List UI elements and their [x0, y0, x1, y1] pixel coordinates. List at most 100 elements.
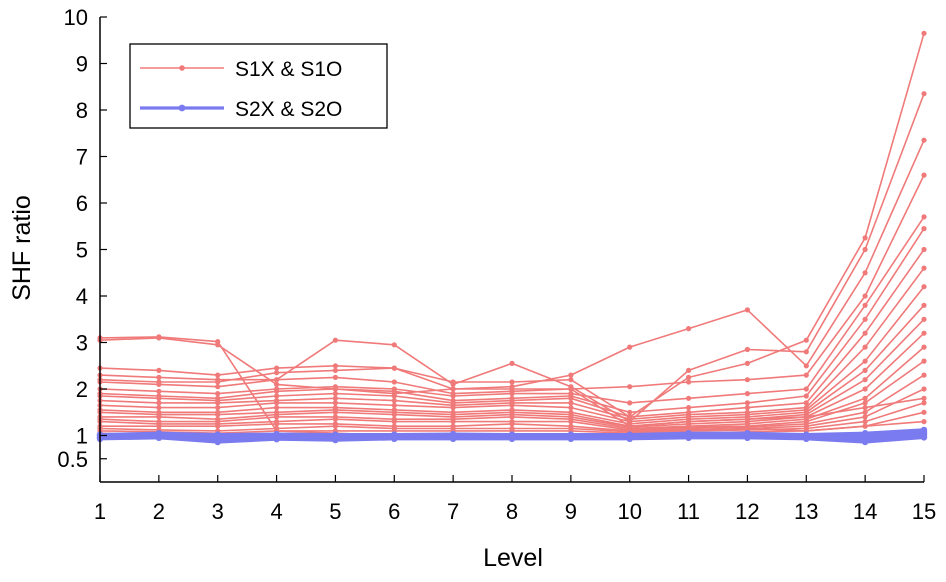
y-tick-label: 10: [64, 5, 88, 30]
data-point: [391, 342, 397, 348]
data-point: [921, 265, 927, 271]
data-point: [862, 367, 868, 373]
data-point: [332, 416, 338, 422]
data-point: [156, 388, 162, 394]
data-point: [803, 363, 809, 369]
data-point: [921, 409, 927, 415]
data-point: [803, 435, 810, 442]
data-point: [862, 246, 868, 253]
data-point: [627, 384, 633, 390]
data-point: [862, 235, 868, 241]
data-point: [332, 400, 338, 406]
data-point: [332, 395, 338, 401]
x-tick-label: 13: [794, 499, 818, 524]
legend: S1X & S1O S2X & S2O: [129, 43, 388, 129]
legend-label-1: S1X & S1O: [235, 58, 342, 81]
data-point: [862, 270, 868, 276]
data-point: [156, 400, 162, 406]
data-point: [744, 346, 751, 353]
data-point: [391, 388, 397, 394]
data-point: [686, 374, 692, 380]
data-point: [391, 419, 397, 425]
data-point: [862, 344, 868, 350]
y-tick-label: 5: [76, 238, 88, 263]
data-point: [921, 246, 927, 253]
data-point: [332, 363, 338, 369]
data-point: [921, 284, 927, 290]
data-point: [862, 358, 868, 364]
data-point: [744, 400, 751, 406]
data-point: [921, 344, 927, 350]
data-point: [509, 421, 515, 427]
data-point: [921, 214, 927, 220]
data-point: [450, 393, 456, 399]
x-axis: 1 2 3 4 5 6 7 8 9 10 11 12 13 14 15: [94, 475, 936, 524]
data-point: [274, 381, 280, 387]
data-point: [921, 372, 927, 378]
y-tick-label: 0.5: [57, 447, 88, 472]
data-point: [921, 172, 927, 178]
y-tick-label: 4: [76, 284, 88, 309]
series-line-1-4: [99, 93, 925, 423]
data-point: [509, 402, 515, 408]
x-tick-label: 3: [212, 499, 224, 524]
data-point: [862, 302, 868, 308]
data-point: [744, 360, 751, 366]
data-point: [156, 395, 162, 401]
y-tick-label: 9: [76, 52, 88, 77]
data-point: [391, 435, 398, 442]
data-point: [156, 414, 162, 420]
data-point: [568, 405, 574, 411]
data-point: [155, 434, 163, 441]
data-point: [921, 400, 927, 406]
data-point: [449, 435, 457, 442]
data-point: [332, 409, 338, 415]
data-point: [450, 419, 456, 425]
data-point: [921, 302, 927, 308]
y-axis-title: SHF ratio: [8, 195, 36, 301]
data-point: [332, 367, 338, 373]
data-point: [686, 367, 692, 373]
data-point: [862, 409, 868, 415]
data-point: [921, 358, 927, 364]
data-point: [568, 377, 574, 383]
data-point: [156, 381, 162, 387]
x-tick-label: 11: [677, 499, 700, 524]
data-point: [921, 30, 927, 36]
data-point: [861, 438, 869, 446]
data-point: [921, 386, 927, 392]
data-point: [391, 365, 397, 371]
y-tick-label: 8: [76, 98, 88, 123]
data-point: [215, 412, 221, 418]
x-tick-label: 10: [617, 499, 641, 524]
data-point: [685, 434, 692, 441]
data-point: [215, 384, 221, 390]
data-point: [567, 435, 575, 442]
x-tick-label: 15: [912, 499, 936, 524]
plot-area: [96, 30, 928, 446]
data-point: [921, 91, 927, 97]
data-point: [686, 326, 692, 332]
data-point: [215, 405, 221, 411]
data-point: [862, 414, 868, 420]
data-point: [568, 395, 574, 401]
legend-box: [129, 43, 388, 129]
data-point: [156, 405, 162, 411]
data-point: [450, 405, 456, 411]
x-tick-label: 1: [94, 499, 106, 524]
data-point: [156, 367, 162, 373]
legend-marker-2: [178, 104, 186, 112]
data-point: [274, 377, 280, 383]
data-point: [568, 386, 574, 392]
data-point: [156, 335, 162, 341]
data-point: [391, 393, 397, 399]
data-point: [215, 423, 221, 429]
data-point: [568, 400, 574, 406]
data-point: [803, 337, 809, 343]
data-point: [744, 307, 751, 313]
y-tick-label: 2: [76, 377, 88, 402]
data-point: [509, 391, 515, 397]
data-point: [215, 391, 221, 397]
data-point: [332, 423, 338, 429]
data-point: [568, 372, 574, 378]
